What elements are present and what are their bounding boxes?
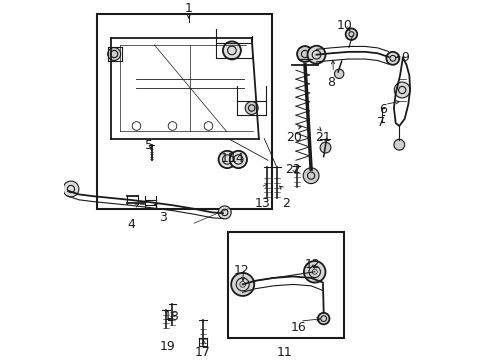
Text: 10: 10 bbox=[336, 19, 352, 32]
Circle shape bbox=[303, 261, 325, 283]
Text: 15: 15 bbox=[220, 152, 236, 165]
Circle shape bbox=[307, 46, 325, 64]
Text: 14: 14 bbox=[228, 152, 244, 165]
Circle shape bbox=[393, 82, 409, 98]
Circle shape bbox=[386, 52, 399, 65]
Text: 11: 11 bbox=[276, 346, 292, 359]
Text: 8: 8 bbox=[326, 76, 334, 89]
Circle shape bbox=[320, 142, 330, 153]
Text: 18: 18 bbox=[163, 310, 180, 323]
Circle shape bbox=[334, 69, 343, 78]
Circle shape bbox=[244, 102, 258, 114]
Circle shape bbox=[393, 139, 404, 150]
Text: 16: 16 bbox=[290, 321, 306, 334]
Text: 13: 13 bbox=[254, 197, 270, 210]
Text: 3: 3 bbox=[159, 211, 167, 224]
Circle shape bbox=[317, 313, 329, 324]
Text: 6: 6 bbox=[378, 103, 386, 116]
Text: 5: 5 bbox=[145, 139, 153, 152]
Text: 2: 2 bbox=[282, 197, 289, 210]
Bar bbox=[228, 232, 343, 338]
Circle shape bbox=[296, 46, 312, 62]
Text: 12: 12 bbox=[304, 258, 320, 271]
Circle shape bbox=[218, 151, 235, 168]
Text: 21: 21 bbox=[314, 131, 330, 144]
Circle shape bbox=[107, 48, 121, 60]
Text: 17: 17 bbox=[195, 346, 211, 359]
Text: 1: 1 bbox=[184, 3, 192, 15]
Text: 7: 7 bbox=[376, 116, 384, 129]
Circle shape bbox=[229, 151, 246, 168]
Text: 20: 20 bbox=[285, 131, 302, 144]
Text: 22: 22 bbox=[285, 163, 300, 176]
Circle shape bbox=[345, 28, 356, 40]
Circle shape bbox=[223, 41, 241, 59]
Text: 4: 4 bbox=[127, 219, 135, 231]
Circle shape bbox=[63, 181, 79, 197]
Circle shape bbox=[303, 168, 318, 184]
Text: 12: 12 bbox=[233, 264, 249, 276]
Bar bbox=[97, 14, 271, 209]
Circle shape bbox=[231, 273, 254, 296]
Circle shape bbox=[218, 206, 231, 219]
Text: 19: 19 bbox=[159, 340, 175, 353]
Text: 9: 9 bbox=[400, 51, 408, 64]
